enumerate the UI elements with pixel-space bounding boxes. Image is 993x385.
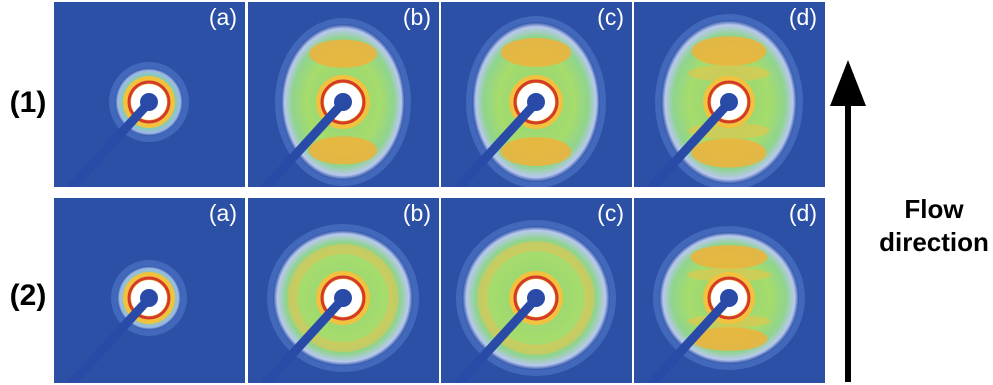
- row-label-1: (1): [9, 86, 47, 119]
- scattering-pattern-2c: [454, 220, 616, 383]
- flow-direction-arrow-icon: [830, 60, 866, 382]
- panel-1b: (b): [248, 2, 439, 187]
- scattering-pattern-1c: [454, 16, 606, 187]
- panel-label-a: (a): [208, 200, 237, 226]
- row-label-2: (2): [9, 279, 47, 312]
- flow-label-line-2: direction: [879, 226, 989, 257]
- panel-2d: (d): [634, 198, 825, 383]
- scattering-pattern-1a: [67, 62, 189, 187]
- panel-label-d: (d): [788, 200, 817, 226]
- panel-1d: (d): [634, 2, 825, 187]
- panel-2b: (b): [248, 198, 439, 383]
- panel-label-b: (b): [402, 200, 431, 226]
- panel-2a: (a): [54, 198, 245, 383]
- scattering-pattern-2d: [647, 226, 805, 383]
- scattering-pattern-2a: [67, 260, 187, 383]
- panel-label-b: (b): [402, 4, 431, 30]
- scattering-pattern-1b: [261, 18, 411, 187]
- panel-2c: (c): [441, 198, 632, 383]
- panel-1a: (a): [54, 2, 245, 187]
- scattering-pattern-1d: [647, 14, 803, 187]
- panel-label-c: (c): [597, 4, 624, 30]
- flow-direction-label: Flow direction: [878, 193, 990, 258]
- panel-1c: (c): [441, 2, 632, 187]
- panel-label-d: (d): [788, 4, 817, 30]
- panel-label-c: (c): [597, 200, 624, 226]
- flow-label-line-1: Flow: [904, 194, 964, 224]
- scattering-pattern-2b: [261, 224, 419, 383]
- panel-label-a: (a): [208, 4, 237, 30]
